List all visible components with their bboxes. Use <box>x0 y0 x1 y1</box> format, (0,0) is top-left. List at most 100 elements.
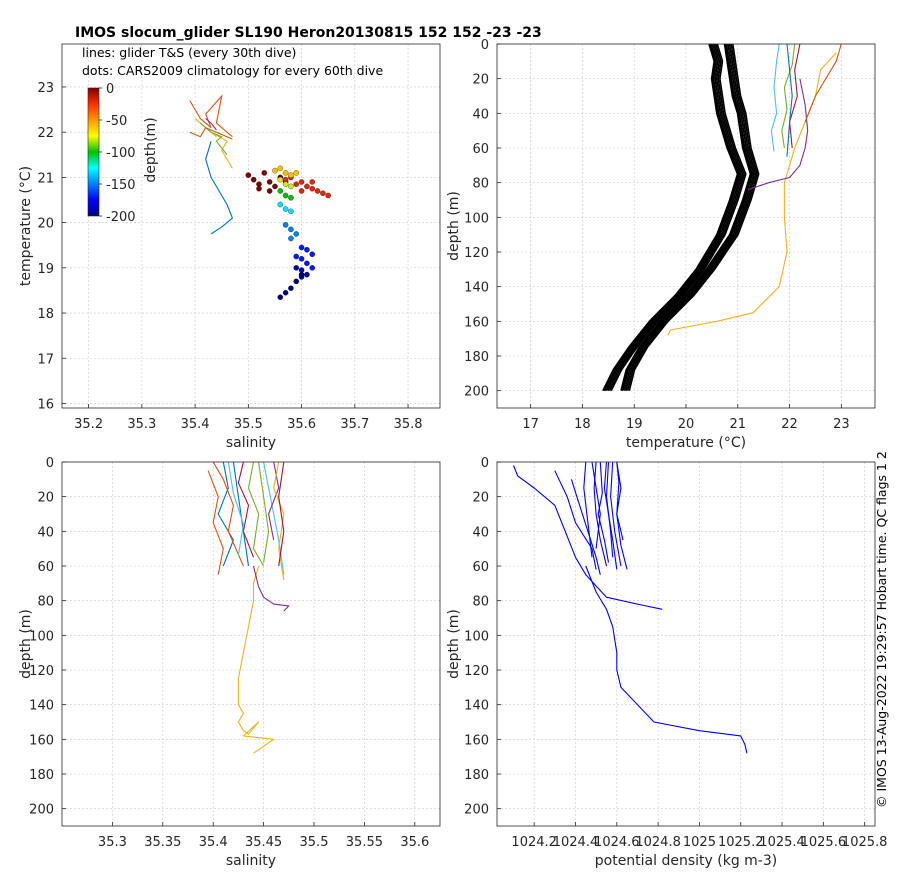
y-tick-label: 60 <box>472 560 489 575</box>
x-tick-label: 1024.2 <box>511 835 557 850</box>
colorbar-tick-label: -200 <box>106 210 136 225</box>
series-line-1 <box>512 465 663 610</box>
climatology-dot <box>277 201 284 208</box>
climatology-dot <box>304 260 310 267</box>
series-line-band <box>626 44 758 391</box>
climatology-dot <box>293 278 300 285</box>
series-line-1 <box>252 565 290 612</box>
figure-title: IMOS slocum_glider SL190 Heron20130815 1… <box>75 25 542 41</box>
series-line-band <box>607 44 744 392</box>
series-line-5 <box>781 44 796 149</box>
x-axis-label: salinity <box>226 435 276 451</box>
series-line-3 <box>603 462 618 570</box>
y-tick-label: 17 <box>37 352 54 367</box>
series-line-9 <box>232 462 250 567</box>
series-line-band <box>608 44 746 392</box>
series-line-band <box>604 44 741 392</box>
climatology-dot <box>282 192 289 199</box>
colorbar-tick-label: -150 <box>106 178 136 193</box>
y-tick-label: 140 <box>464 281 489 296</box>
climatology-dot <box>304 271 310 278</box>
x-tick-label: 35.45 <box>245 835 282 850</box>
series-line-band <box>623 44 755 391</box>
y-tick-label: 100 <box>464 211 489 226</box>
y-tick-label: 120 <box>464 664 489 679</box>
x-tick-label: 35.3 <box>127 417 156 432</box>
x-tick-label: 1025.4 <box>759 835 805 850</box>
series-line-1 <box>620 44 752 391</box>
climatology-dot <box>293 170 300 176</box>
climatology-dot <box>314 188 321 194</box>
climatology-dot <box>293 253 300 260</box>
x-axis-label: potential density (kg m-3) <box>595 853 777 869</box>
series-line-6 <box>237 462 255 558</box>
climatology-dot <box>309 265 315 271</box>
series-line-band <box>625 44 757 391</box>
y-tick-label: 60 <box>472 142 489 157</box>
climatology-dot <box>277 294 284 300</box>
y-tick-label: 20 <box>472 73 489 88</box>
x-tick-label: 20 <box>678 417 695 432</box>
series-line-2 <box>217 462 234 567</box>
glider-ts-line-5 <box>205 141 234 235</box>
series-line-band <box>628 44 760 391</box>
glider-ts-line-0 <box>189 94 233 138</box>
climatology-dot <box>272 167 278 174</box>
copyright-text: © IMOS 13-Aug-2022 19:29:57 Hobart time.… <box>874 451 889 808</box>
y-tick-label: 60 <box>37 560 54 575</box>
y-tick-label: 180 <box>464 768 489 783</box>
y-tick-label: 20 <box>37 217 54 232</box>
x-axis-label: temperature (°C) <box>626 435 746 451</box>
series-line-12 <box>605 462 614 558</box>
series-line-9 <box>616 462 624 541</box>
climatology-dot <box>298 256 305 262</box>
series-line-10 <box>570 479 601 575</box>
series-line-band <box>610 44 747 392</box>
climatology-dot <box>309 185 315 192</box>
y-tick-label: 180 <box>464 350 489 365</box>
temperature-profile-panel: 17 18 19 20 21 22 23 0 20 40 60 80 100 120 140 160 180 20… <box>446 38 876 451</box>
series-line-6 <box>597 462 610 563</box>
axes-box <box>61 461 441 827</box>
climatology-dot <box>288 194 294 201</box>
y-tick-label: 140 <box>464 699 489 714</box>
x-tick-label: 23 <box>833 417 850 432</box>
glider-ts-line-2 <box>200 122 228 156</box>
y-tick-label: 19 <box>37 262 54 277</box>
y-axis-label: temperature (°C) <box>18 166 34 286</box>
x-tick-label: 19 <box>626 417 643 432</box>
x-tick-label: 35.5 <box>234 417 263 432</box>
series-line-11 <box>554 470 597 570</box>
climatology-dot <box>282 206 289 212</box>
climatology-dot <box>309 251 315 258</box>
climatology-dot <box>298 271 305 278</box>
climatology-dot <box>293 265 300 271</box>
climatology-dot <box>304 246 310 253</box>
x-tick-label: 1024.8 <box>635 835 681 850</box>
climatology-dot <box>288 235 294 242</box>
series-line-8 <box>591 462 601 549</box>
climatology-dot <box>325 192 331 199</box>
climatology-dot <box>272 183 278 190</box>
y-axis-label: depth (m) <box>446 609 462 679</box>
y-tick-label: 180 <box>29 768 54 783</box>
series-line-band <box>622 44 754 391</box>
climatology-dot <box>288 183 294 190</box>
climatology-dot <box>293 231 300 237</box>
climatology-dot <box>245 172 252 178</box>
series-line-10 <box>207 470 224 575</box>
y-tick-label: 40 <box>472 107 489 122</box>
x-tick-label: 1025.8 <box>842 835 888 850</box>
y-tick-label: 100 <box>464 629 489 644</box>
axes-box <box>496 461 876 827</box>
climatology-dot <box>282 181 289 187</box>
y-tick-label: 0 <box>481 456 489 471</box>
legend-entry: dots: CARS2009 climatology for every 60t… <box>82 63 383 78</box>
x-axis-label: salinity <box>226 853 276 869</box>
series-line-7 <box>610 462 622 567</box>
plot-area <box>512 462 748 754</box>
x-tick-label: 17 <box>522 417 539 432</box>
x-tick-label: 35.6 <box>400 835 429 850</box>
plot-area <box>207 462 290 754</box>
climatology-dot <box>298 179 305 185</box>
